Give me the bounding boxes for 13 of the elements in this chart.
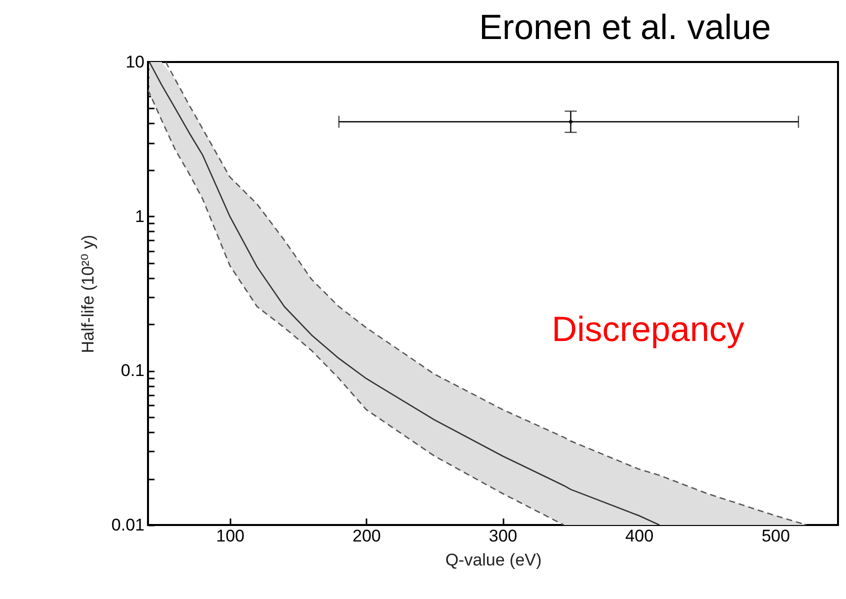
x-tick-label: 100 [216,526,245,546]
text: Eronen et al. value [479,8,771,47]
y-tick-label: 1 [135,206,144,226]
x-axis-title: Q-value (eV) [445,550,542,570]
x-tick-label: 200 [352,526,381,546]
y-tick-label: 0.1 [120,361,144,380]
x-tick-label: 400 [625,526,654,546]
y-axis-title: Half-life (10²⁰ y) [78,234,98,354]
x-tick-label: 300 [488,526,518,546]
y-tick-label: 10 [126,52,144,72]
x-tick-label: 500 [762,526,790,546]
annotation: Discrepancy [552,310,745,349]
y-tick-label: 0.01 [111,516,144,534]
